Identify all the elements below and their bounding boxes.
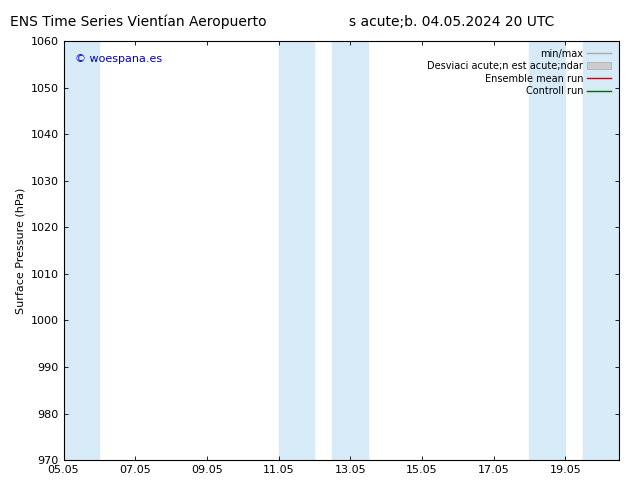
Bar xyxy=(583,41,619,460)
Bar xyxy=(529,41,566,460)
Text: s acute;b. 04.05.2024 20 UTC: s acute;b. 04.05.2024 20 UTC xyxy=(349,15,554,29)
Legend: min/max, Desviaci acute;n est acute;ndar, Ensemble mean run, Controll run: min/max, Desviaci acute;n est acute;ndar… xyxy=(424,46,614,99)
Y-axis label: Surface Pressure (hPa): Surface Pressure (hPa) xyxy=(15,187,25,314)
Bar xyxy=(63,41,100,460)
Bar xyxy=(278,41,314,460)
Bar xyxy=(332,41,368,460)
Text: ENS Time Series Vientían Aeropuerto: ENS Time Series Vientían Aeropuerto xyxy=(10,15,266,29)
Text: © woespana.es: © woespana.es xyxy=(75,53,162,64)
